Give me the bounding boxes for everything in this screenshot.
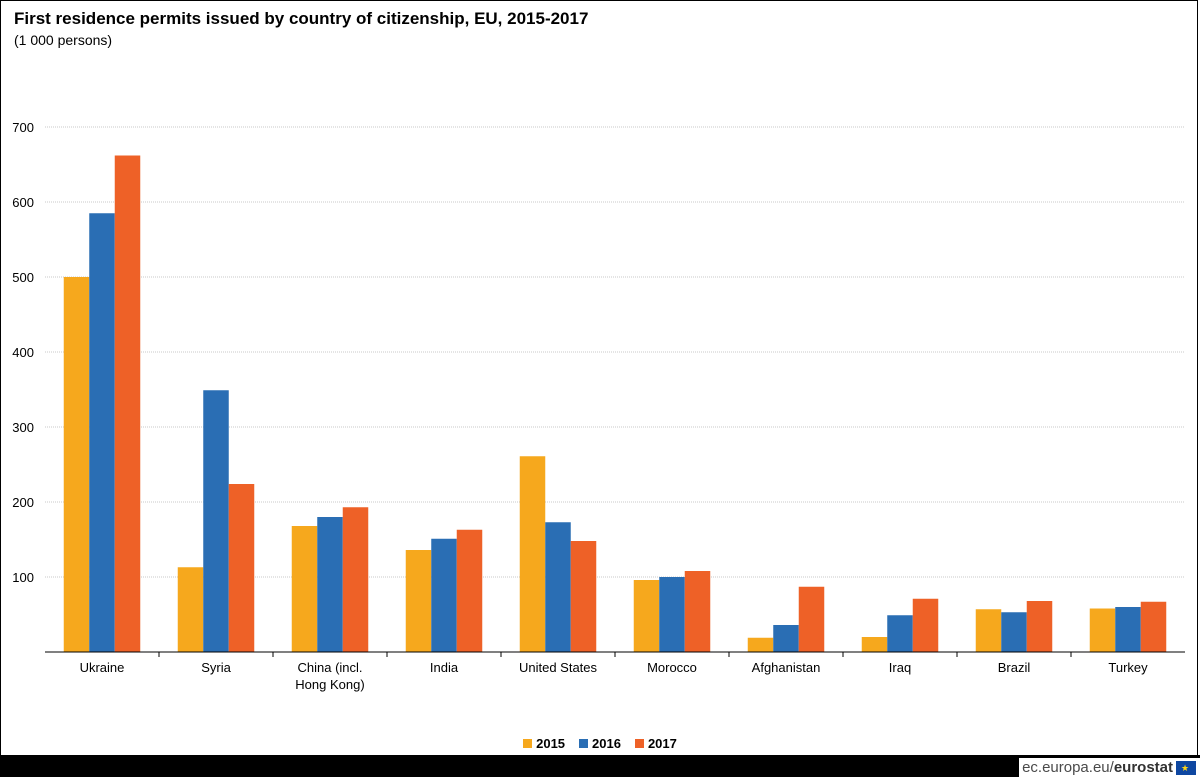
bar-2016 — [773, 625, 799, 652]
bars — [63, 155, 1167, 652]
legend-item-2015: 2015 — [523, 736, 565, 751]
bar-2015 — [861, 637, 888, 652]
x-tick-label: China (incl. Hong Kong) — [295, 660, 364, 692]
y-tick-label: 700 — [12, 120, 34, 135]
bar-2016 — [1115, 607, 1141, 652]
x-tick-label: Brazil — [998, 660, 1031, 675]
legend-swatch — [523, 739, 533, 748]
bar-2017 — [228, 484, 255, 652]
bar-chart: 100 200 300 400 500 600 700 Ukraine Syria China … — [12, 120, 1185, 692]
bar-2016 — [431, 538, 457, 652]
footer-brand: eurostat — [1113, 759, 1173, 776]
legend-label: 2017 — [647, 736, 677, 751]
bar-2015 — [633, 580, 660, 652]
bar-2016 — [317, 517, 343, 652]
bar-2017 — [570, 541, 597, 652]
bar-2015 — [291, 526, 318, 652]
bar-2016 — [545, 522, 571, 652]
eurostat-logo: ec.europa.eu/eurostat ★ — [1019, 758, 1200, 777]
footer-site: ec.europa.eu/ — [1022, 759, 1114, 776]
bar-2016 — [1001, 612, 1027, 652]
bar-2015 — [63, 277, 90, 652]
bar-2016 — [659, 577, 685, 652]
chart-frame — [0, 0, 1198, 755]
legend-swatch — [579, 739, 589, 748]
bar-2016 — [203, 390, 229, 652]
y-tick-label: 600 — [12, 195, 34, 210]
bar-2017 — [684, 571, 711, 652]
y-tick-label: 100 — [12, 570, 34, 585]
x-tick-label: India — [430, 660, 459, 675]
bar-2017 — [1026, 601, 1053, 652]
x-tick-label: United States — [519, 660, 598, 675]
legend-item-2017: 2017 — [634, 736, 677, 751]
footer-bar: ec.europa.eu/eurostat ★ — [0, 755, 1200, 777]
bar-2017 — [342, 507, 369, 652]
x-tick-label: Iraq — [889, 660, 911, 675]
legend-item-2016: 2016 — [579, 736, 621, 751]
x-axis-ticks: Ukraine Syria China (incl. Hong Kong) India U… — [80, 652, 1148, 692]
bar-2015 — [405, 550, 432, 652]
bar-2017 — [798, 586, 825, 652]
y-tick-label: 200 — [12, 495, 34, 510]
bar-2017 — [912, 598, 939, 652]
bar-2017 — [114, 155, 141, 652]
bar-2016 — [887, 615, 913, 652]
chart-title: First residence permits issued by countr… — [14, 9, 589, 28]
x-tick-label: Morocco — [647, 660, 697, 675]
legend-label: 2016 — [592, 736, 621, 751]
bar-2015 — [975, 609, 1002, 652]
bar-2015 — [747, 637, 774, 652]
bar-2015 — [1089, 608, 1116, 652]
eu-flag-icon: ★ — [1176, 760, 1196, 775]
bar-2017 — [456, 529, 483, 652]
y-tick-label: 500 — [12, 270, 34, 285]
x-tick-label: Syria — [201, 660, 231, 675]
bar-2015 — [177, 567, 204, 652]
x-tick-label: Ukraine — [80, 660, 125, 675]
x-tick-label: Turkey — [1108, 660, 1148, 675]
legend-label: 2015 — [536, 736, 566, 751]
bar-2017 — [1140, 601, 1167, 652]
bar-2015 — [519, 456, 546, 652]
x-tick-label: Afghanistan — [752, 660, 821, 675]
y-tick-label: 400 — [12, 345, 34, 360]
legend-swatch — [634, 739, 644, 748]
chart-subtitle: (1 000 persons) — [14, 32, 113, 48]
legend: 2015 2016 2017 — [0, 736, 1200, 751]
bar-2016 — [89, 213, 115, 652]
y-tick-label: 300 — [12, 420, 34, 435]
y-axis-ticks: 100 200 300 400 500 600 700 — [12, 120, 34, 585]
